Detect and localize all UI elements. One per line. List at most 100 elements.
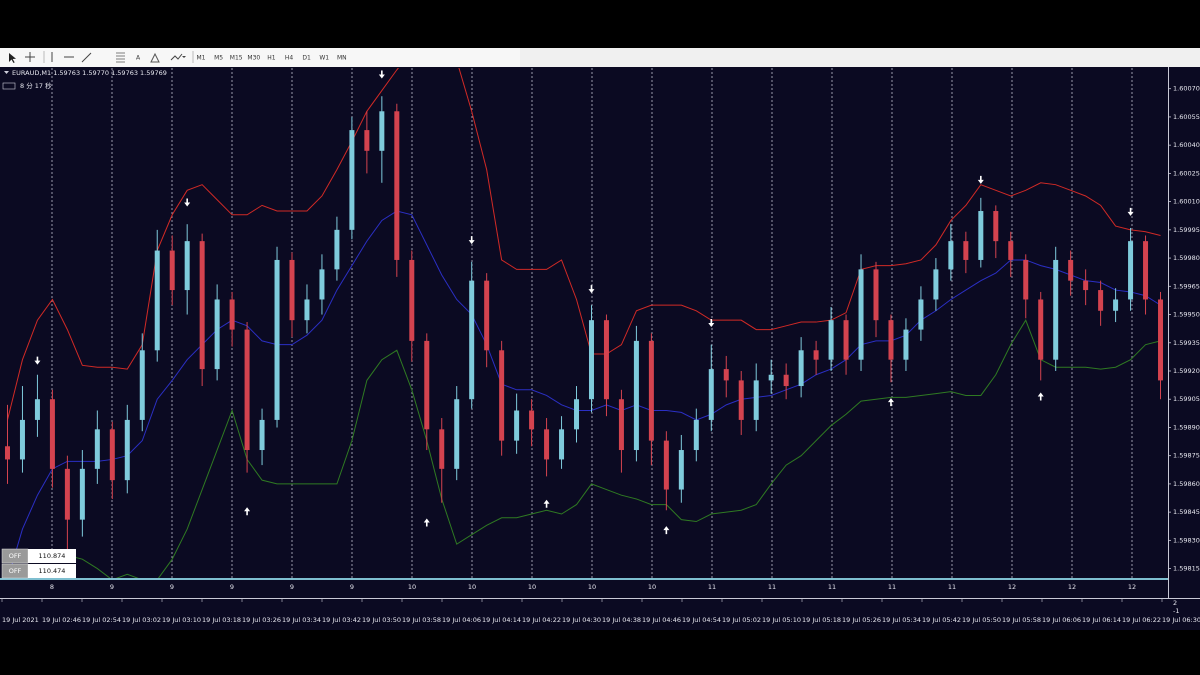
panel-value: 110.474 bbox=[39, 567, 66, 575]
candle-body bbox=[574, 399, 580, 430]
timeframe-button[interactable]: M1 bbox=[197, 55, 206, 62]
timeframe-button[interactable]: M30 bbox=[247, 55, 260, 62]
x-tick-label: 19 Jul 05:02 bbox=[722, 616, 761, 624]
x-tick-label: 19 Jul 03:58 bbox=[402, 616, 441, 624]
timeframes: M1 M5 M15 M30 H1 H4 D1 W1 MN bbox=[197, 55, 347, 62]
y-tick-label: 1.60010 bbox=[1173, 198, 1200, 206]
x-tick-label: 19 Jul 05:18 bbox=[802, 616, 841, 624]
session-label: 12 bbox=[1008, 583, 1016, 591]
x-tick-label: 19 Jul 04:14 bbox=[482, 616, 521, 624]
value-box[interactable] bbox=[28, 564, 76, 578]
session-label: 11 bbox=[708, 583, 716, 591]
candle-body bbox=[319, 269, 325, 300]
candle-body bbox=[454, 399, 460, 469]
buy-arrow bbox=[244, 507, 251, 516]
candle-body bbox=[274, 259, 280, 420]
buy-arrow bbox=[887, 398, 894, 407]
symbol-header: EURAUD,M1 1.59763 1.59770 1.59763 1.5976… bbox=[12, 69, 167, 77]
x-tick-label: 19 Jul 04:06 bbox=[442, 616, 481, 624]
candle-body bbox=[259, 419, 265, 451]
candle-body bbox=[529, 410, 535, 430]
channel-tool[interactable] bbox=[116, 52, 125, 63]
candle-body bbox=[484, 280, 490, 351]
candle-body bbox=[813, 350, 819, 360]
buy-arrow bbox=[543, 499, 550, 508]
candle-body bbox=[618, 399, 624, 451]
candle-body bbox=[289, 259, 295, 321]
session-label: 11 bbox=[948, 583, 956, 591]
candle-body bbox=[379, 111, 385, 151]
y-tick-label: 1.59890 bbox=[1173, 423, 1200, 431]
candle-body bbox=[544, 429, 550, 460]
x-tick-label: 19 Jul 06:30 bbox=[1162, 616, 1200, 624]
timeframe-button[interactable]: H4 bbox=[285, 55, 294, 62]
shapes-tool[interactable] bbox=[170, 53, 183, 61]
session-label: 9 bbox=[230, 583, 234, 591]
x-tick-label: 19 Jul 03:18 bbox=[202, 616, 241, 624]
candle-body bbox=[124, 419, 130, 481]
trendline-tool[interactable] bbox=[81, 52, 92, 63]
timeframe-button[interactable]: MN bbox=[337, 55, 347, 62]
crosshair-tool[interactable] bbox=[25, 52, 35, 62]
candle-body bbox=[1023, 259, 1029, 300]
candle-body bbox=[64, 468, 70, 520]
off-label[interactable]: OFF bbox=[9, 552, 22, 560]
candle-body bbox=[499, 350, 505, 441]
x-tick-label: 19 Jul 04:46 bbox=[642, 616, 681, 624]
candle-body bbox=[1038, 299, 1044, 360]
y-tick-label: 1.59965 bbox=[1173, 282, 1200, 290]
timeframe-button[interactable]: H1 bbox=[267, 55, 276, 62]
dropdown[interactable] bbox=[182, 56, 186, 58]
session-label: 10 bbox=[588, 583, 596, 591]
timeframe-button[interactable]: M5 bbox=[214, 55, 223, 62]
candle-body bbox=[1068, 259, 1074, 281]
candle-body bbox=[169, 250, 175, 291]
session-label: 9 bbox=[350, 583, 354, 591]
x-tick-label: 19 Jul 05:26 bbox=[842, 616, 881, 624]
subwindow-tick-label: 2 bbox=[1173, 599, 1177, 607]
text-tool[interactable]: A bbox=[136, 55, 141, 62]
candle-body bbox=[19, 419, 25, 460]
session-label: 11 bbox=[888, 583, 896, 591]
off-label[interactable]: OFF bbox=[9, 567, 22, 575]
timeframe-button[interactable]: M15 bbox=[230, 55, 243, 62]
session-label: 9 bbox=[170, 583, 174, 591]
buy-arrow bbox=[1037, 392, 1044, 401]
candle-body bbox=[603, 320, 609, 400]
value-box[interactable] bbox=[28, 549, 76, 563]
buy-arrow bbox=[423, 518, 430, 527]
cursor-tool[interactable] bbox=[9, 53, 16, 63]
candle-body bbox=[559, 429, 565, 460]
session-label: 8 bbox=[50, 583, 54, 591]
x-tick-label: 19 Jul 03:42 bbox=[322, 616, 361, 624]
timer-icon bbox=[2, 82, 16, 90]
candle-body bbox=[424, 340, 430, 430]
session-label: 11 bbox=[828, 583, 836, 591]
x-tick-label: 19 Jul 06:22 bbox=[1122, 616, 1161, 624]
band-lower bbox=[7, 319, 1161, 578]
candle-body bbox=[334, 229, 340, 270]
y-tick-label: 1.60025 bbox=[1173, 169, 1200, 177]
sell-arrow bbox=[708, 318, 715, 327]
timeframe-button[interactable]: D1 bbox=[302, 55, 311, 62]
candle-body bbox=[1158, 299, 1164, 381]
label-tool[interactable] bbox=[150, 52, 160, 63]
candle-body bbox=[828, 320, 834, 360]
collapse-icon[interactable] bbox=[4, 71, 9, 74]
y-tick-label: 1.60055 bbox=[1173, 113, 1200, 121]
x-tick-label: 19 Jul 03:02 bbox=[122, 616, 161, 624]
candle-body bbox=[1128, 241, 1134, 300]
candle-body bbox=[903, 329, 909, 360]
band-upper bbox=[7, 68, 1161, 421]
panel-value: 110.874 bbox=[39, 552, 66, 560]
timeframe-button[interactable]: W1 bbox=[319, 55, 329, 62]
candle-body bbox=[214, 299, 220, 370]
x-tick-label: 19 Jul 03:50 bbox=[362, 616, 401, 624]
session-label: 9 bbox=[110, 583, 114, 591]
candle-body bbox=[963, 241, 969, 260]
candle-body bbox=[948, 241, 954, 270]
x-tick-label: 19 Jul 03:26 bbox=[242, 616, 281, 624]
y-tick-label: 1.60040 bbox=[1173, 141, 1200, 149]
